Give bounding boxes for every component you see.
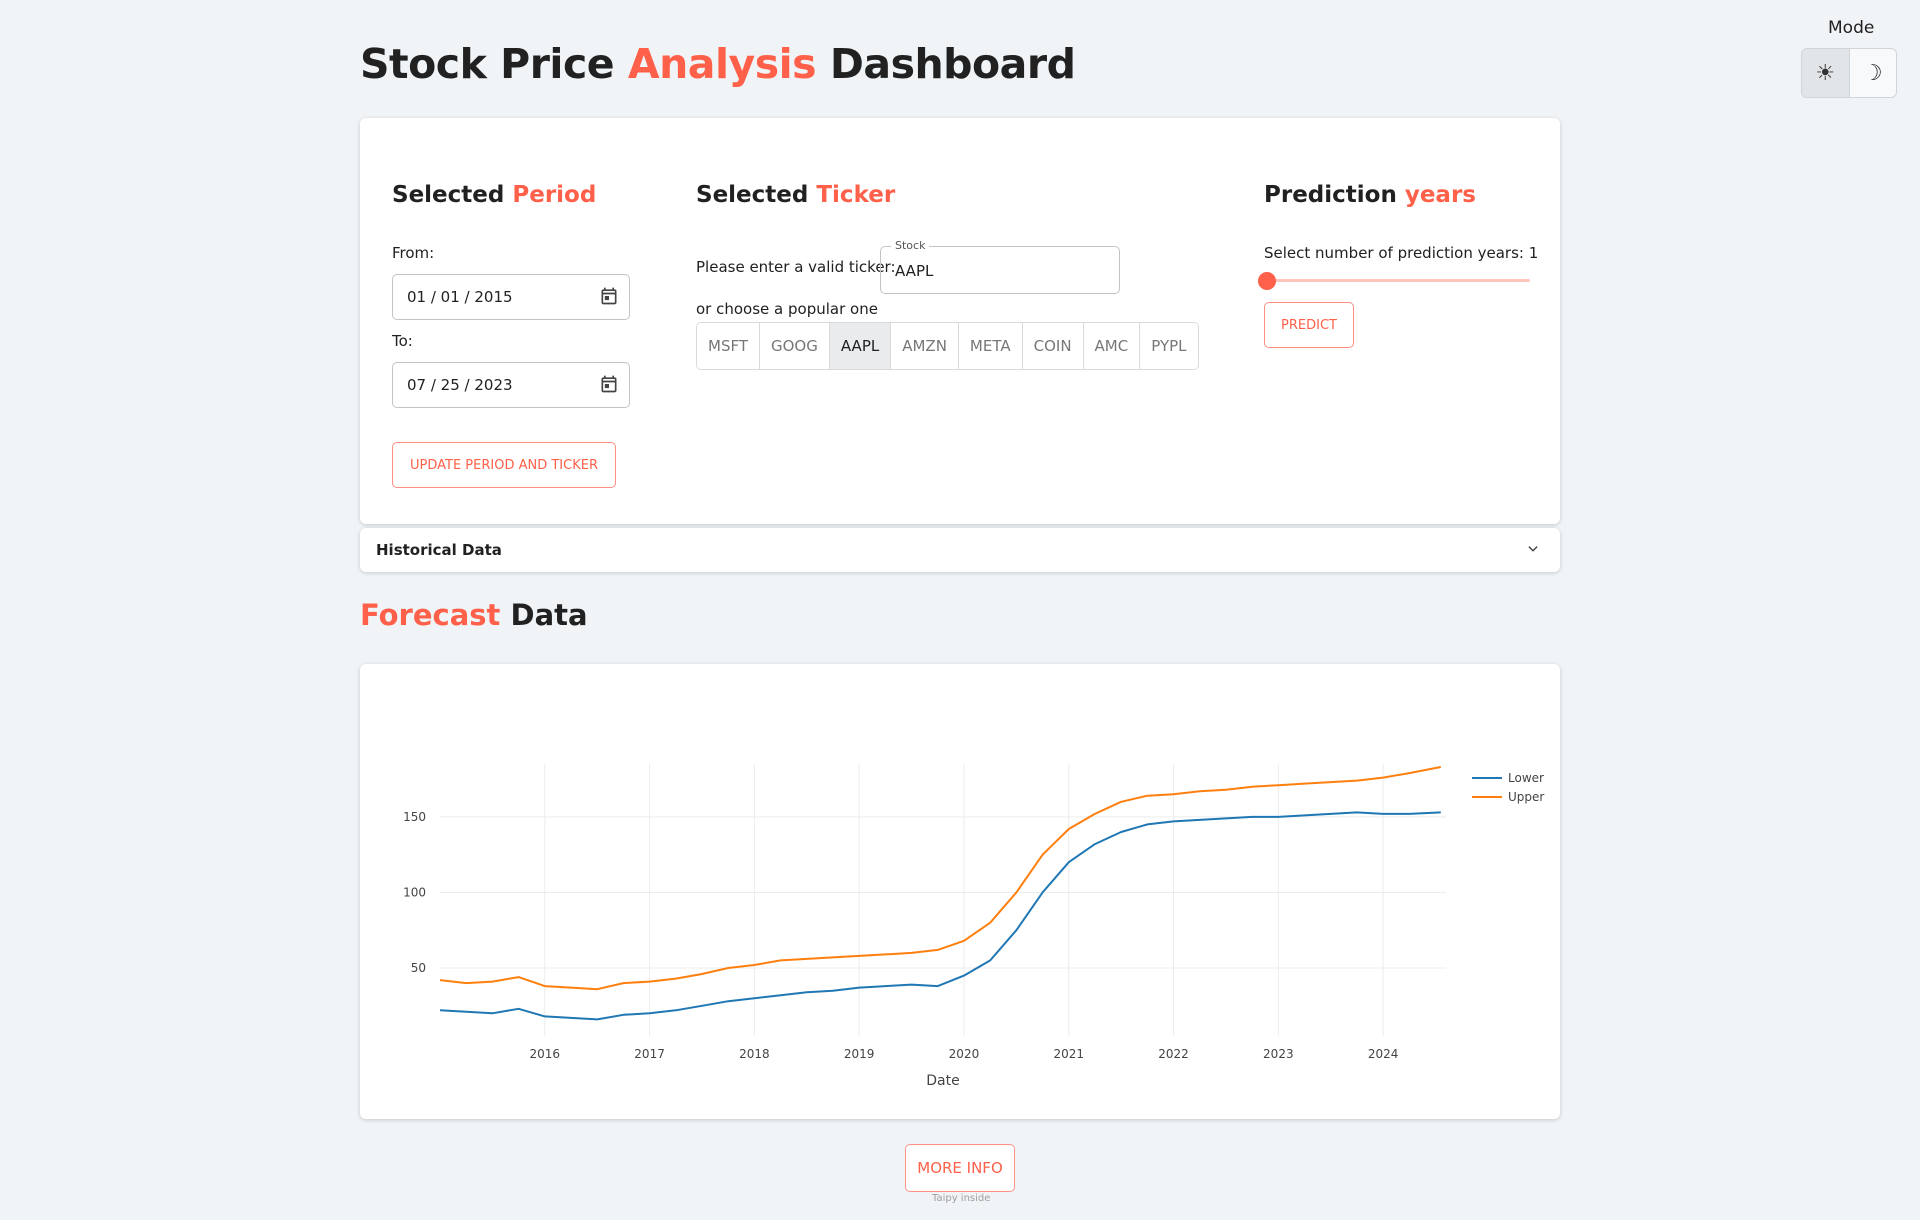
to-label: To: [392,332,413,350]
period-heading: Selected Period [392,182,596,208]
prediction-slider-thumb[interactable] [1258,272,1276,290]
ticker-option-amzn[interactable]: AMZN [891,323,959,369]
y-tick-label: 100 [403,885,426,899]
y-tick-label: 50 [411,961,426,975]
page-title-accent: Analysis [627,40,817,88]
period-heading-text: Selected [392,182,513,208]
forecast-chart[interactable]: 2016 2017 2018 2019 2020 2021 2022 2023 2024 50 10… [360,664,1560,1119]
ticker-option-pypl[interactable]: PYPL [1140,323,1198,369]
ticker-heading-text: Selected [696,182,817,208]
popular-label: or choose a popular one [696,300,878,318]
ticker-heading: Selected Ticker [696,182,895,208]
ticker-option-coin[interactable]: COIN [1022,323,1084,369]
x-tick-label: 2022 [1158,1047,1189,1061]
prediction-heading-text: Prediction [1264,182,1405,208]
period-heading-accent: Period [512,182,597,208]
legend-label-upper: Upper [1508,790,1544,804]
series-line-lower[interactable] [439,811,1441,1021]
historical-data-label: Historical Data [376,541,502,559]
y-tick-label: 150 [403,810,426,824]
x-axis-label: Date [926,1073,959,1089]
controls-card: Selected Period From: 01 / 01 / 2015 To:… [360,118,1560,524]
chart-legend: Lower Upper [1472,771,1544,804]
prediction-heading-accent: years [1404,182,1476,208]
dark-mode-button[interactable]: ☽ [1850,49,1897,97]
prediction-heading: Prediction years [1264,182,1476,208]
to-date-field[interactable]: 07 / 25 / 2023 [392,362,630,408]
series-line-upper[interactable] [439,766,1441,991]
legend-label-lower: Lower [1508,771,1544,785]
forecast-chart-card: 2016 2017 2018 2019 2020 2021 2022 2023 2024 50 10… [360,664,1560,1119]
prediction-slider-track[interactable] [1266,279,1530,282]
ticker-option-amc[interactable]: AMC [1083,323,1141,369]
stock-input[interactable]: Stock AAPL [880,239,1120,294]
ticker-option-meta[interactable]: META [958,323,1023,369]
x-tick-label: 2019 [844,1047,875,1061]
taipy-note: Taipy inside [932,1193,991,1204]
x-tick-label: 2016 [530,1047,561,1061]
x-tick-label: 2017 [634,1047,665,1061]
more-info-button[interactable]: MORE INFO [905,1144,1015,1192]
forecast-title-accent: Forecast [360,598,501,632]
light-mode-button[interactable]: ☀ [1802,49,1850,97]
page-title-part2: Dashboard [816,40,1076,88]
ticker-option-goog[interactable]: GOOG [760,323,830,369]
chart-ticks: 2016 2017 2018 2019 2020 2021 2022 2023 2024 50 10… [403,810,1398,1061]
sun-icon: ☀ [1815,60,1836,86]
ticker-option-msft[interactable]: MSFT [697,323,760,369]
to-date-value: 07 / 25 / 2023 [407,376,513,394]
calendar-icon[interactable] [599,374,619,394]
stock-input-legend: Stock [891,239,930,252]
prediction-slider-label: Select number of prediction years: 1 [1264,244,1539,262]
page-title-part1: Stock Price [360,40,628,88]
x-tick-label: 2020 [949,1047,980,1061]
predict-button[interactable]: PREDICT [1264,302,1354,348]
forecast-title-rest: Data [500,598,588,632]
from-label: From: [392,244,435,262]
ticker-toggle-group: MSFT GOOG AAPL AMZN META COIN AMC PYPL [696,322,1199,370]
ticker-heading-accent: Ticker [816,182,896,208]
ticker-option-aapl[interactable]: AAPL [829,323,892,369]
forecast-title: Forecast Data [360,598,588,632]
chart-series [439,766,1441,1021]
calendar-icon[interactable] [599,286,619,306]
from-date-value: 01 / 01 / 2015 [407,288,513,306]
stock-input-value: AAPL [895,262,934,280]
update-period-button[interactable]: UPDATE PERIOD AND TICKER [392,442,616,488]
ticker-prompt: Please enter a valid ticker: [696,258,896,276]
page-title: Stock Price Analysis Dashboard [360,40,1076,88]
mode-label: Mode [1828,18,1875,38]
x-tick-label: 2018 [739,1047,770,1061]
x-tick-label: 2021 [1053,1047,1084,1061]
x-tick-label: 2024 [1368,1047,1399,1061]
moon-icon: ☽ [1862,60,1883,86]
chart-grid [440,764,1446,1036]
chevron-down-icon[interactable] [1526,542,1540,556]
historical-data-expander[interactable]: Historical Data [360,528,1560,572]
from-date-field[interactable]: 01 / 01 / 2015 [392,274,630,320]
mode-toggle[interactable]: ☀ ☽ [1801,48,1897,98]
x-tick-label: 2023 [1263,1047,1294,1061]
